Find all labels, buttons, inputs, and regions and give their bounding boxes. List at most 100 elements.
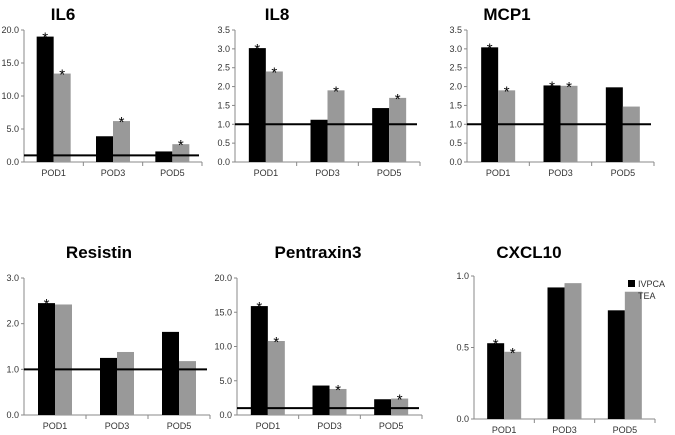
y-tick-label: 5.0 bbox=[6, 124, 19, 134]
legend-swatch bbox=[628, 292, 635, 299]
y-tick-label: 20.0 bbox=[214, 273, 232, 283]
bar-ivpca bbox=[310, 119, 328, 162]
bar-tea bbox=[172, 144, 190, 162]
y-tick-label: 0.0 bbox=[449, 157, 462, 167]
y-tick-label: 2.0 bbox=[449, 82, 462, 92]
bar-ivpca bbox=[248, 48, 266, 162]
x-tick-label: POD3 bbox=[552, 425, 577, 435]
significance-star: * bbox=[395, 91, 401, 108]
significance-star: * bbox=[333, 83, 339, 100]
x-tick-label: POD5 bbox=[611, 168, 636, 178]
bar-tea bbox=[113, 121, 130, 162]
x-tick-label: POD3 bbox=[317, 421, 342, 431]
significance-star: * bbox=[335, 382, 341, 399]
y-tick-label: 1.5 bbox=[449, 100, 462, 110]
legend-label: TEA bbox=[638, 291, 656, 301]
chart-title: CXCL10 bbox=[496, 243, 561, 262]
x-tick-label: POD3 bbox=[315, 168, 340, 178]
y-tick-label: 0.0 bbox=[6, 157, 19, 167]
y-tick-label: 10.0 bbox=[214, 342, 232, 352]
bar-ivpca bbox=[250, 306, 268, 415]
y-tick-label: 15.0 bbox=[214, 307, 232, 317]
significance-star: * bbox=[271, 64, 277, 81]
significance-star: * bbox=[273, 334, 279, 351]
x-tick-label: POD1 bbox=[254, 168, 279, 178]
significance-star: * bbox=[504, 83, 510, 100]
y-tick-label: 1.5 bbox=[217, 100, 230, 110]
chart-title: Resistin bbox=[66, 243, 132, 262]
x-tick-label: POD1 bbox=[43, 421, 68, 431]
y-tick-label: 1.0 bbox=[449, 119, 462, 129]
bar-tea bbox=[622, 106, 640, 162]
y-tick-label: 0.5 bbox=[217, 138, 230, 148]
x-tick-label: POD3 bbox=[548, 168, 573, 178]
bar-tea bbox=[624, 291, 642, 419]
significance-star: * bbox=[549, 78, 555, 95]
y-tick-label: 10.0 bbox=[1, 91, 19, 101]
chart-panel-6: CXCL10 0.0 0.5 1.0 POD1 * * POD3 POD5 bbox=[456, 243, 656, 435]
bar-ivpca bbox=[481, 47, 499, 162]
x-tick-label: POD3 bbox=[105, 421, 130, 431]
y-tick-label: 1.0 bbox=[217, 119, 230, 129]
y-tick-label: 5.0 bbox=[219, 376, 232, 386]
y-tick-label: 0.0 bbox=[456, 414, 469, 424]
significance-star: * bbox=[59, 67, 65, 84]
bar-ivpca bbox=[36, 36, 54, 162]
bar-tea bbox=[117, 351, 134, 415]
significance-star: * bbox=[254, 41, 260, 58]
y-tick-label: 20.0 bbox=[1, 25, 19, 35]
y-tick-label: 1.0 bbox=[6, 364, 19, 374]
y-tick-label: 0.0 bbox=[6, 410, 19, 420]
chart-panel-2: IL8 0.0 0.5 1.0 1.5 2.0 2.5 3.0 3.5 POD1 * * POD3 * PO… bbox=[217, 5, 421, 178]
chart-title: IL6 bbox=[51, 5, 76, 24]
y-tick-label: 3.0 bbox=[217, 44, 230, 54]
chart-title: Pentraxin3 bbox=[275, 243, 362, 262]
legend: IVPCA TEA bbox=[628, 279, 665, 301]
y-tick-label: 0.5 bbox=[456, 343, 469, 353]
bar-ivpca bbox=[547, 287, 565, 419]
significance-star: * bbox=[487, 40, 493, 57]
x-tick-label: POD5 bbox=[167, 421, 192, 431]
y-tick-label: 3.0 bbox=[449, 44, 462, 54]
y-tick-label: 2.0 bbox=[6, 319, 19, 329]
y-tick-label: 3.0 bbox=[6, 273, 19, 283]
significance-star: * bbox=[44, 296, 50, 313]
bar-tea bbox=[179, 361, 196, 415]
bar-ivpca bbox=[372, 108, 390, 162]
y-tick-label: 1.0 bbox=[456, 271, 469, 281]
x-tick-label: POD1 bbox=[492, 425, 517, 435]
y-tick-label: 3.5 bbox=[217, 25, 230, 35]
significance-star: * bbox=[178, 137, 184, 154]
x-tick-label: POD5 bbox=[160, 168, 185, 178]
bar-ivpca bbox=[96, 136, 113, 162]
significance-star: * bbox=[566, 79, 572, 96]
bar-tea bbox=[391, 398, 409, 415]
bar-tea bbox=[327, 90, 345, 162]
bar-ivpca bbox=[100, 357, 117, 415]
x-tick-label: POD1 bbox=[486, 168, 511, 178]
bar-ivpca bbox=[374, 399, 392, 415]
y-tick-label: 0.0 bbox=[217, 157, 230, 167]
x-tick-label: POD3 bbox=[101, 168, 126, 178]
bar-tea bbox=[504, 351, 522, 419]
significance-star: * bbox=[397, 392, 403, 409]
chart-panel-1: IL6 0.0 5.0 10.0 15.0 20.0 POD1 * * POD3 * POD5 * bbox=[1, 5, 203, 178]
bar-tea bbox=[55, 304, 72, 415]
y-tick-label: 2.5 bbox=[449, 63, 462, 73]
bar-ivpca bbox=[155, 151, 173, 162]
bar-ivpca bbox=[162, 331, 179, 415]
bar-ivpca bbox=[312, 385, 330, 415]
bar-tea bbox=[265, 71, 283, 162]
bar-tea bbox=[498, 90, 516, 162]
chart-title: IL8 bbox=[265, 5, 290, 24]
significance-star: * bbox=[510, 345, 516, 362]
bar-tea bbox=[389, 97, 407, 162]
legend-label: IVPCA bbox=[638, 279, 665, 289]
significance-star: * bbox=[42, 30, 48, 47]
x-tick-label: POD5 bbox=[377, 168, 402, 178]
y-tick-label: 2.0 bbox=[217, 82, 230, 92]
y-tick-label: 0.0 bbox=[219, 410, 232, 420]
bar-ivpca bbox=[38, 303, 55, 415]
x-tick-label: POD1 bbox=[41, 168, 66, 178]
